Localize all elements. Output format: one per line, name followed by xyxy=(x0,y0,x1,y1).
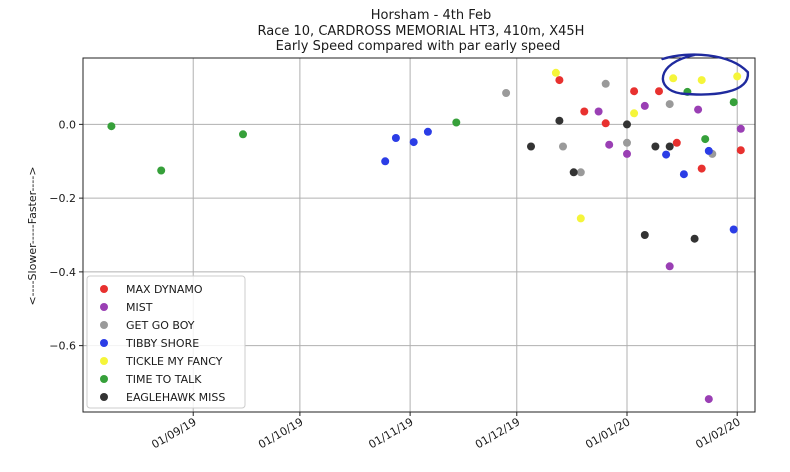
point-tickle-my-fancy xyxy=(551,68,560,77)
legend-label-eaglehawk-miss: EAGLEHAWK MISS xyxy=(126,391,225,404)
legend-marker-mist xyxy=(100,303,108,311)
legend-marker-tickle-my-fancy xyxy=(100,357,108,365)
point-get-go-boy xyxy=(502,89,511,97)
legend-box xyxy=(86,275,246,409)
x-tick-label: 01/10/19 xyxy=(256,415,305,451)
plot-area xyxy=(82,57,756,413)
legend-label-tickle-my-fancy: TICKLE MY FANCY xyxy=(125,355,223,368)
point-get-go-boy xyxy=(623,138,631,147)
title-line-3: Early Speed compared with par early spee… xyxy=(276,39,561,54)
legend-label-max-dynamo: MAX DYNAMO xyxy=(126,283,203,296)
point-max-dynamo xyxy=(630,87,639,96)
title-line-2: Race 10, CARDROSS MEMORIAL HT3, 410m, X4… xyxy=(258,24,585,39)
title-line-1: Horsham - 4th Feb xyxy=(371,8,491,23)
point-tibby-shore xyxy=(381,157,390,166)
point-max-dynamo xyxy=(555,76,564,85)
point-time-to-talk xyxy=(729,98,738,107)
point-get-go-boy xyxy=(576,168,585,177)
point-mist xyxy=(640,101,649,110)
legend-marker-get-go-boy xyxy=(100,321,108,329)
point-mist xyxy=(704,395,713,404)
legend-label-get-go-boy: GET GO BOY xyxy=(126,319,195,332)
legend-marker-time-to-talk xyxy=(100,375,108,383)
legend-label-time-to-talk: TIME TO TALK xyxy=(125,373,202,386)
point-tickle-my-fancy xyxy=(630,109,639,118)
point-max-dynamo xyxy=(697,164,706,173)
point-eaglehawk-miss xyxy=(623,120,631,129)
point-time-to-talk xyxy=(157,166,166,175)
point-mist xyxy=(694,105,703,114)
point-get-go-boy xyxy=(559,142,567,151)
x-tick-label: 01/01/20 xyxy=(583,415,632,451)
legend-label-mist: MIST xyxy=(126,301,153,314)
point-time-to-talk xyxy=(701,135,710,144)
annotation-ellipse xyxy=(661,53,750,96)
point-mist xyxy=(594,107,603,116)
x-tick-label: 01/09/19 xyxy=(149,415,198,451)
legend-marker-tibby-shore xyxy=(100,339,108,347)
point-max-dynamo xyxy=(580,107,589,116)
point-tickle-my-fancy xyxy=(576,214,585,223)
x-tick-label: 01/12/19 xyxy=(473,415,522,451)
point-mist xyxy=(665,262,674,271)
y-tick-label: 0.0 xyxy=(59,118,77,131)
point-time-to-talk xyxy=(452,118,461,127)
point-eaglehawk-miss xyxy=(569,168,578,177)
legend-marker-max-dynamo xyxy=(100,285,108,293)
point-max-dynamo xyxy=(601,119,610,128)
chart-title: Horsham - 4th Feb Race 10, CARDROSS MEMO… xyxy=(258,8,585,54)
point-get-go-boy xyxy=(665,100,674,109)
point-tibby-shore xyxy=(729,225,738,234)
x-axis-ticks: 01/09/19 01/10/19 01/11/19 01/12/19 01/01/20… xyxy=(149,412,743,451)
legend-marker-eaglehawk-miss xyxy=(100,393,108,401)
point-eaglehawk-miss xyxy=(651,142,660,151)
point-get-go-boy xyxy=(601,79,610,88)
point-tibby-shore xyxy=(679,170,688,179)
y-axis-ticks: 0.0 −0.2 −0.4 −0.6 xyxy=(49,118,83,353)
point-mist xyxy=(736,124,745,133)
point-tickle-my-fancy xyxy=(697,76,706,85)
point-max-dynamo xyxy=(672,138,681,147)
point-tickle-my-fancy xyxy=(733,72,742,81)
point-eaglehawk-miss xyxy=(690,234,699,243)
point-max-dynamo xyxy=(655,87,663,96)
point-mist xyxy=(605,140,614,149)
legend: MAX DYNAMO MIST GET GO BOY TIBBY SHORE TICKL… xyxy=(86,275,246,409)
point-max-dynamo xyxy=(736,146,745,155)
legend-label-tibby-shore: TIBBY SHORE xyxy=(125,337,199,350)
point-eaglehawk-miss xyxy=(640,231,649,239)
y-tick-label: −0.2 xyxy=(49,192,76,205)
y-tick-label: −0.6 xyxy=(49,340,76,353)
point-tickle-my-fancy xyxy=(669,74,678,83)
point-eaglehawk-miss xyxy=(555,116,564,125)
point-tibby-shore xyxy=(391,134,400,142)
point-eaglehawk-miss xyxy=(527,142,535,151)
data-points xyxy=(107,68,745,404)
point-eaglehawk-miss xyxy=(665,142,674,151)
point-tibby-shore xyxy=(704,146,713,155)
point-mist xyxy=(623,149,631,158)
point-tibby-shore xyxy=(662,150,671,159)
x-tick-label: 01/02/20 xyxy=(693,415,742,451)
point-tibby-shore xyxy=(423,127,432,136)
point-time-to-talk xyxy=(239,130,247,139)
point-time-to-talk xyxy=(107,122,116,131)
y-tick-label: −0.4 xyxy=(49,266,76,279)
y-axis-label: <----Slower-----Faster----> xyxy=(26,166,39,305)
point-tibby-shore xyxy=(409,138,418,147)
x-tick-label: 01/11/19 xyxy=(366,415,415,451)
annotation-circle xyxy=(661,53,750,96)
